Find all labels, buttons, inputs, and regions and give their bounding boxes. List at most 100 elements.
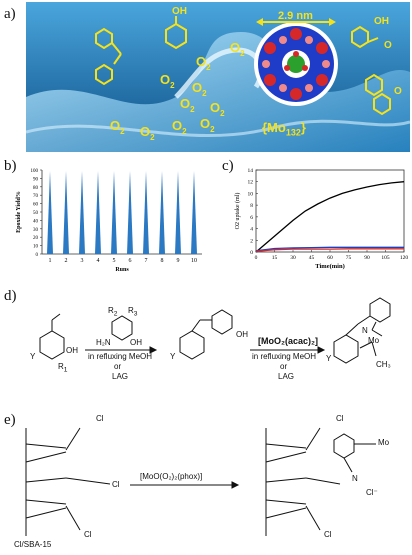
water-wave-graphic [25,2,411,152]
x-tick-label: 6 [129,258,132,264]
y-tick-label: 0 [36,253,39,258]
y-tick-label: 60 [33,203,39,208]
x-axis-label: Time(min) [315,263,345,270]
y-tick-label: 14 [248,168,254,174]
y-axis-label: Epoxide Yield% [16,191,22,233]
epoxide-o-label: O [384,40,392,51]
panel-label-c: c) [222,158,234,174]
yield-bar [95,170,101,254]
yield-bar [175,170,181,254]
y-axis-label: O2 uptake (ml) [234,193,241,230]
o2-label: O [180,96,195,114]
aldehyde-oh-label: OH [66,346,78,355]
y-tick-label: 12 [248,180,254,186]
arrow1-condition-1: in refluxing MeOH [88,352,153,361]
panel-label-e: e) [4,412,16,428]
chain-cl-top-left: Cl [96,414,104,423]
o2-uptake-svg: 0 2 4 6 8 10 12 14 0 15 30 45 60 75 90 105 120 Time(min) O… [234,168,409,270]
y-tick-label: 80 [33,186,39,191]
y-tick-label: 40 [33,219,39,224]
distance-label: 2.9 nm [278,10,313,22]
cyclohexenol-icon [165,16,187,50]
o2-label: O [200,116,215,134]
x-tick-label: 4 [97,258,100,264]
x-tick-label: 3 [81,258,84,264]
o2-uptake-chart: 0 2 4 6 8 10 12 14 0 15 30 45 60 75 90 105 120 Time(min) O… [232,164,410,274]
mo132-label: {Mo132} [262,120,306,138]
x-tick-label: 5 [113,258,116,264]
o2-label: O [230,40,245,58]
x-tick-label: 75 [346,255,352,261]
chain-cl-mid-left: Cl [112,480,120,489]
x-tick-label: 30 [290,255,296,261]
y-tick-label: 100 [31,169,39,174]
phox-n-label: N [352,474,358,483]
amine-r3-text: R [128,306,134,315]
o2-label: O [196,54,211,72]
oh-right-label: OH [374,16,389,27]
complex-ring-2 [369,297,391,323]
y-tick-label: 90 [33,177,39,182]
mo132-text: {Mo [262,120,286,135]
panel-e-scheme [0,408,412,550]
complex-y-label: Y [326,354,332,363]
o2-label: O [110,118,125,136]
arrow1-condition-2: or [114,362,122,371]
reagent-mo-label: [MoO₂(acac)₂] [258,336,319,346]
wave-foam [25,119,411,137]
epoxide-product-icon [365,73,391,116]
yield-bar [47,170,53,254]
chain-cl-top-right: Cl [336,414,344,423]
complex-ch3-label: CH₃ [376,360,391,369]
panel-label-b: b) [4,158,17,174]
o2-label: O [160,72,175,90]
x-tick-label: 0 [255,255,258,261]
x-tick-label: 9 [177,258,180,264]
y-tick-label: 70 [33,194,39,199]
arrow2-condition-1: in refluxing MeOH [252,352,317,361]
r1-text: R [58,362,64,371]
y-tick-label: 10 [33,245,39,250]
y-tick-label: 10 [248,191,254,197]
epoxide-o-right-label: O [394,86,402,97]
x-tick-label: 7 [145,258,148,264]
y-tick-label: 20 [33,236,39,241]
amine-r2-sub: 2 [113,310,118,318]
y-tick-label: 50 [33,211,39,216]
arrow2-condition-3: LAG [278,372,295,381]
x-tick-label: 15 [272,255,278,261]
panel-d-scheme [0,280,412,410]
phox-ring [333,433,355,459]
mo132-subscript: 132 [285,127,301,138]
yield-bar [63,170,69,254]
series-line [255,248,404,253]
yield-bar [143,170,149,254]
series-line [255,181,405,253]
y-tick-label: 2 [250,238,253,244]
oh-left-label: OH [172,6,187,17]
schiff-base-scheme [39,297,391,364]
phox-mo-label: Mo [378,438,390,447]
x-tick-label: 120 [400,255,409,261]
yield-bar [159,170,165,254]
aldehyde-y-label: Y [30,352,36,361]
x-tick-label: 2 [65,258,68,264]
chain-cl-bot-left: Cl [84,530,92,539]
imine-y-label: Y [170,352,176,361]
x-tick-label: 10 [191,258,197,264]
amine-oh-label: OH [130,338,142,347]
x-tick-label: 45 [309,255,315,261]
x-tick-label: 1 [49,258,52,264]
panel-label-a: a) [4,6,16,22]
aminophenol-ring [111,315,133,341]
complex-mo-label: Mo [368,336,380,345]
y-tick-label: 0 [250,250,253,256]
stilbene-icon [95,27,122,86]
yield-bar [191,170,197,254]
amine-r3-label: R3 [128,306,137,318]
r1-sub: 1 [63,366,68,374]
amine-r3-sub: 3 [133,310,138,318]
yield-bar [127,170,133,254]
chloride-label: Cl⁻ [366,488,378,497]
grafting-reagent-label: [MoO(O₂)₂(phox)] [140,472,203,481]
